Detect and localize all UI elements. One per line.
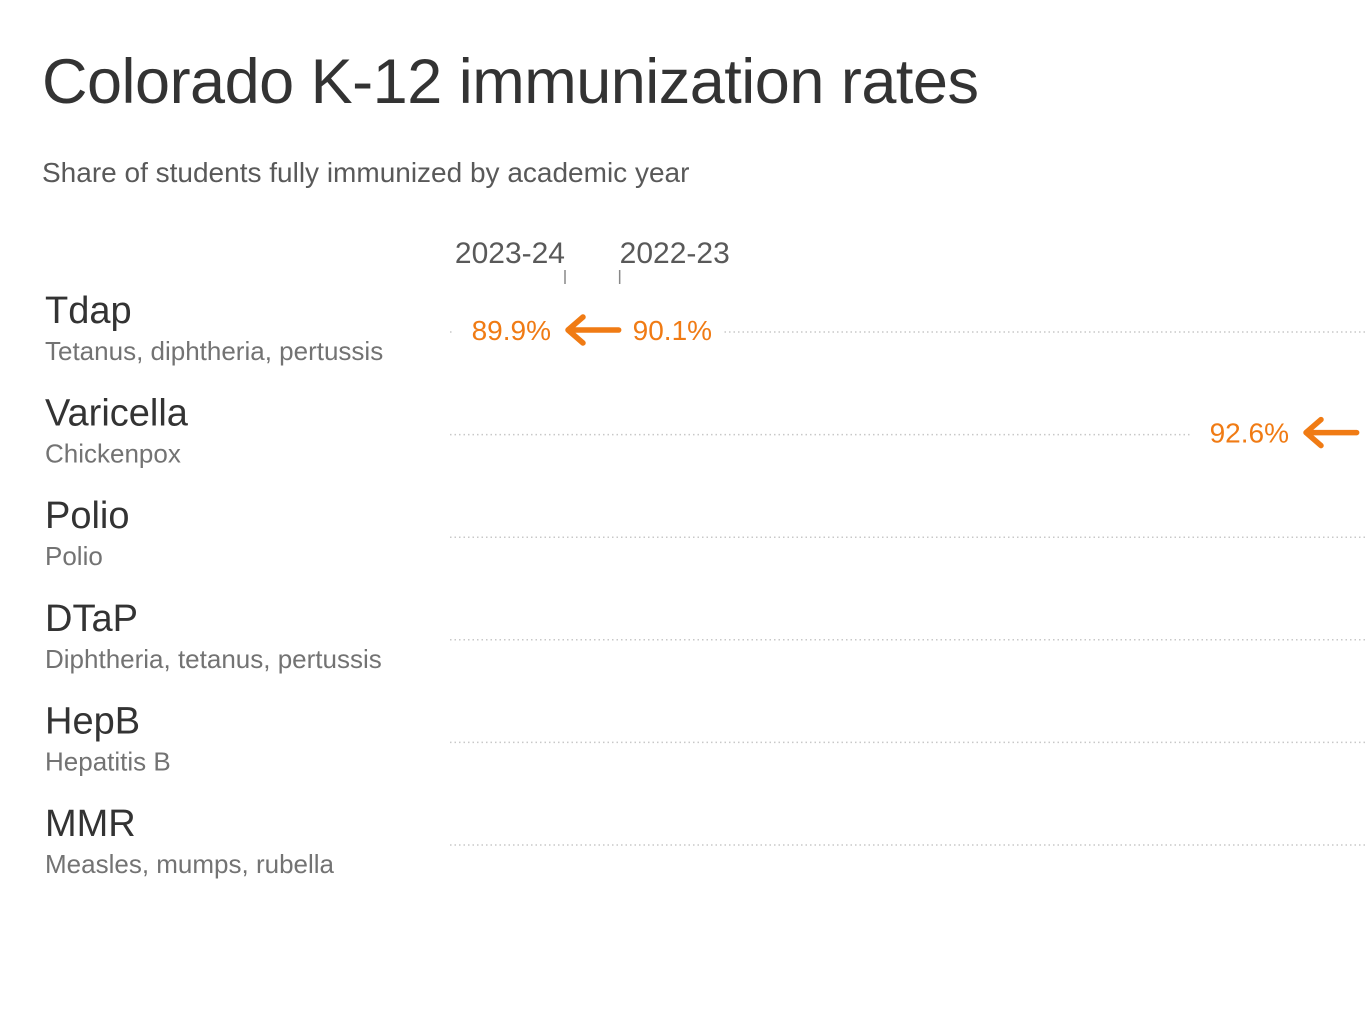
row-name-dtap: DTaP <box>45 598 138 640</box>
row-description-hepb: Hepatitis B <box>45 746 171 776</box>
row-name-hepb: HepB <box>45 700 140 742</box>
row-description-mmr: Measles, mumps, rubella <box>45 849 335 879</box>
change-arrow-tdap <box>565 314 622 346</box>
row-description-varicella: Chickenpox <box>45 439 181 469</box>
row-description-polio: Polio <box>45 541 103 571</box>
value-current-varicella: 92.6% <box>1210 418 1289 449</box>
row-description-dtap: Diphtheria, tetanus, pertussis <box>45 644 382 674</box>
chart-subtitle: Share of students fully immunized by aca… <box>42 157 690 188</box>
row-description-tdap: Tetanus, diphtheria, pertussis <box>45 336 383 366</box>
value-previous-tdap: 90.1% <box>633 315 712 346</box>
row-name-varicella: Varicella <box>45 393 189 435</box>
legend-previous-year: 2022-23 <box>620 237 730 270</box>
row-name-tdap: Tdap <box>45 290 132 332</box>
value-current-tdap: 89.9% <box>472 315 551 346</box>
row-name-polio: Polio <box>45 495 130 537</box>
legend-current-year: 2023-24 <box>455 237 565 270</box>
chart-title: Colorado K-12 immunization rates <box>42 47 979 117</box>
change-arrow-varicella <box>1303 416 1360 449</box>
row-name-mmr: MMR <box>45 803 136 845</box>
